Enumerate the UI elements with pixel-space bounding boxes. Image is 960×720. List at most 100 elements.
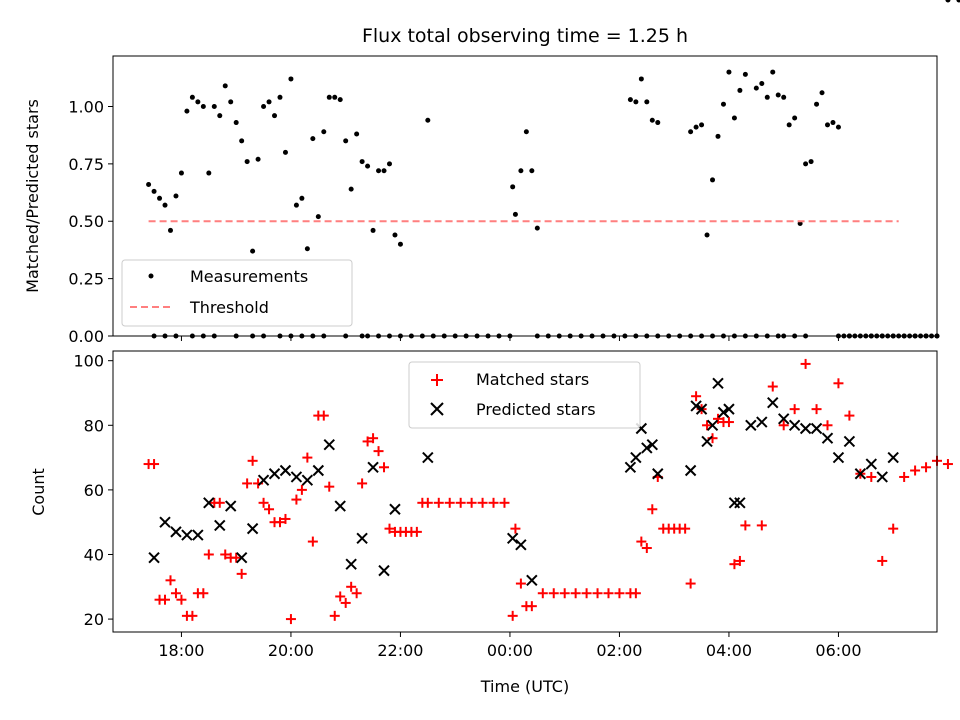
measurements-point — [775, 92, 781, 98]
predicted-stars-point — [624, 461, 637, 473]
predicted-stars-point — [887, 451, 899, 464]
matched-stars-point — [176, 594, 187, 605]
matched-stars-point — [603, 588, 614, 599]
measurements-point — [293, 202, 299, 208]
predicted-stars-point — [876, 471, 888, 483]
predicted-stars-point — [192, 529, 204, 541]
measurements-point — [803, 161, 809, 167]
x-tick-label: 02:00 — [596, 641, 642, 660]
matched-stars-point — [340, 597, 351, 608]
predicted-stars-point — [832, 451, 845, 464]
matched-stars-point — [942, 459, 953, 470]
measurements-point — [310, 136, 316, 142]
matched-stars-point — [187, 610, 198, 621]
ratio-panel-x-ticks — [180, 336, 839, 341]
measurements-point — [315, 214, 321, 220]
measurements-point — [523, 129, 529, 135]
legend-label-measurements: Measurements — [190, 267, 308, 286]
predicted-stars-point — [378, 564, 390, 577]
count-panel-legend: Matched stars Predicted stars — [408, 361, 641, 429]
measurements-point — [534, 225, 540, 231]
matched-stars-point — [444, 497, 455, 508]
matched-stars-point — [581, 588, 592, 599]
measurements-point — [167, 227, 173, 233]
measurements-point — [819, 90, 825, 96]
matched-stars-point — [833, 378, 844, 389]
ratio-panel-y-ticks: 0.00 0.25 0.50 0.75 1.00 — [68, 97, 113, 346]
measurements-point — [737, 87, 743, 93]
measurements-point — [688, 129, 694, 135]
measurements-point — [321, 129, 327, 135]
measurements-point — [206, 170, 212, 176]
measurements-point — [786, 122, 792, 128]
matched-stars-point — [800, 358, 811, 369]
measurements-point — [337, 97, 343, 103]
measurements-point — [710, 177, 716, 183]
matched-stars-point — [351, 588, 362, 599]
y-tick-label: 20 — [84, 610, 104, 629]
predicted-stars-point — [301, 474, 314, 486]
matched-stars-point — [526, 601, 537, 612]
matched-stars-point — [373, 446, 384, 457]
matched-stars-point — [384, 523, 395, 534]
predicted-stars-point — [345, 558, 357, 570]
x-tick-label: 06:00 — [815, 641, 861, 660]
ratio-panel-frame — [112, 55, 938, 337]
matched-stars-point — [274, 517, 285, 528]
predicted-stars-point — [652, 468, 664, 480]
measurements-point — [370, 227, 376, 233]
matched-stars-point — [170, 588, 181, 599]
measurements-point — [644, 99, 650, 105]
matched-stars-point — [515, 578, 526, 589]
measurements-point — [332, 94, 338, 100]
measurements-point — [814, 101, 820, 107]
measurements-point — [649, 117, 655, 123]
predicted-stars-point — [225, 500, 237, 512]
legend-box — [121, 259, 353, 327]
y-tick-label: 0.00 — [68, 327, 104, 346]
measurements-point — [162, 202, 168, 208]
matched-stars-point — [723, 417, 734, 428]
measurements-point — [397, 241, 403, 247]
matched-stars-point — [220, 549, 231, 560]
measurements-point — [425, 117, 431, 123]
measurements-point — [282, 149, 288, 155]
measurements-point — [835, 124, 841, 130]
matched-stars-point — [160, 594, 171, 605]
count-panel-y-ticks: 20 40 60 80 100 — [73, 352, 113, 629]
count-panel-frame — [112, 350, 938, 633]
predicted-stars-point — [712, 377, 724, 390]
predicted-stars-point — [788, 419, 801, 431]
measurements-point — [715, 133, 721, 139]
count-panel-x-ticks: 18:00 20:00 22:00 00:00 02:00 04:00 06:00 — [158, 632, 862, 660]
matched-stars-point — [811, 404, 822, 415]
predicted-stars-point — [646, 438, 659, 451]
matched-stars-point — [789, 404, 800, 415]
legend-marker-predicted — [430, 402, 444, 416]
measurements-point — [764, 94, 770, 100]
matched-stars-point — [712, 413, 723, 424]
y-tick-label: 100 — [73, 352, 104, 371]
measurements-point — [529, 168, 535, 174]
measurements-point — [277, 94, 283, 100]
matched-stars-point — [877, 555, 888, 566]
matched-stars-point — [910, 465, 921, 476]
measurements-point — [638, 76, 644, 82]
measurements-point — [184, 108, 190, 114]
predicted-stars-point — [312, 464, 325, 477]
matched-stars-point — [357, 478, 368, 489]
measurements-point — [288, 76, 294, 82]
chart-title: Flux total observing time = 1.25 h — [362, 25, 688, 47]
y-tick-label: 80 — [84, 416, 104, 435]
measurements-point — [272, 113, 278, 119]
matched-stars-point — [559, 588, 570, 599]
measurements-point — [510, 184, 516, 190]
measurements-point — [359, 159, 365, 165]
predicted-stars-point — [821, 432, 834, 444]
measurements-point — [244, 159, 250, 165]
measurements-point — [627, 97, 633, 103]
measurements-point — [151, 188, 157, 194]
matched-stars-point — [641, 543, 652, 554]
predicted-stars-point — [684, 464, 697, 477]
